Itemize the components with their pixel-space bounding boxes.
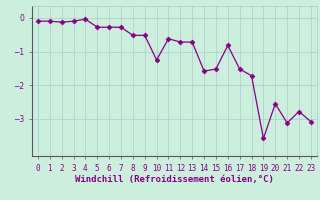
X-axis label: Windchill (Refroidissement éolien,°C): Windchill (Refroidissement éolien,°C) bbox=[75, 175, 274, 184]
